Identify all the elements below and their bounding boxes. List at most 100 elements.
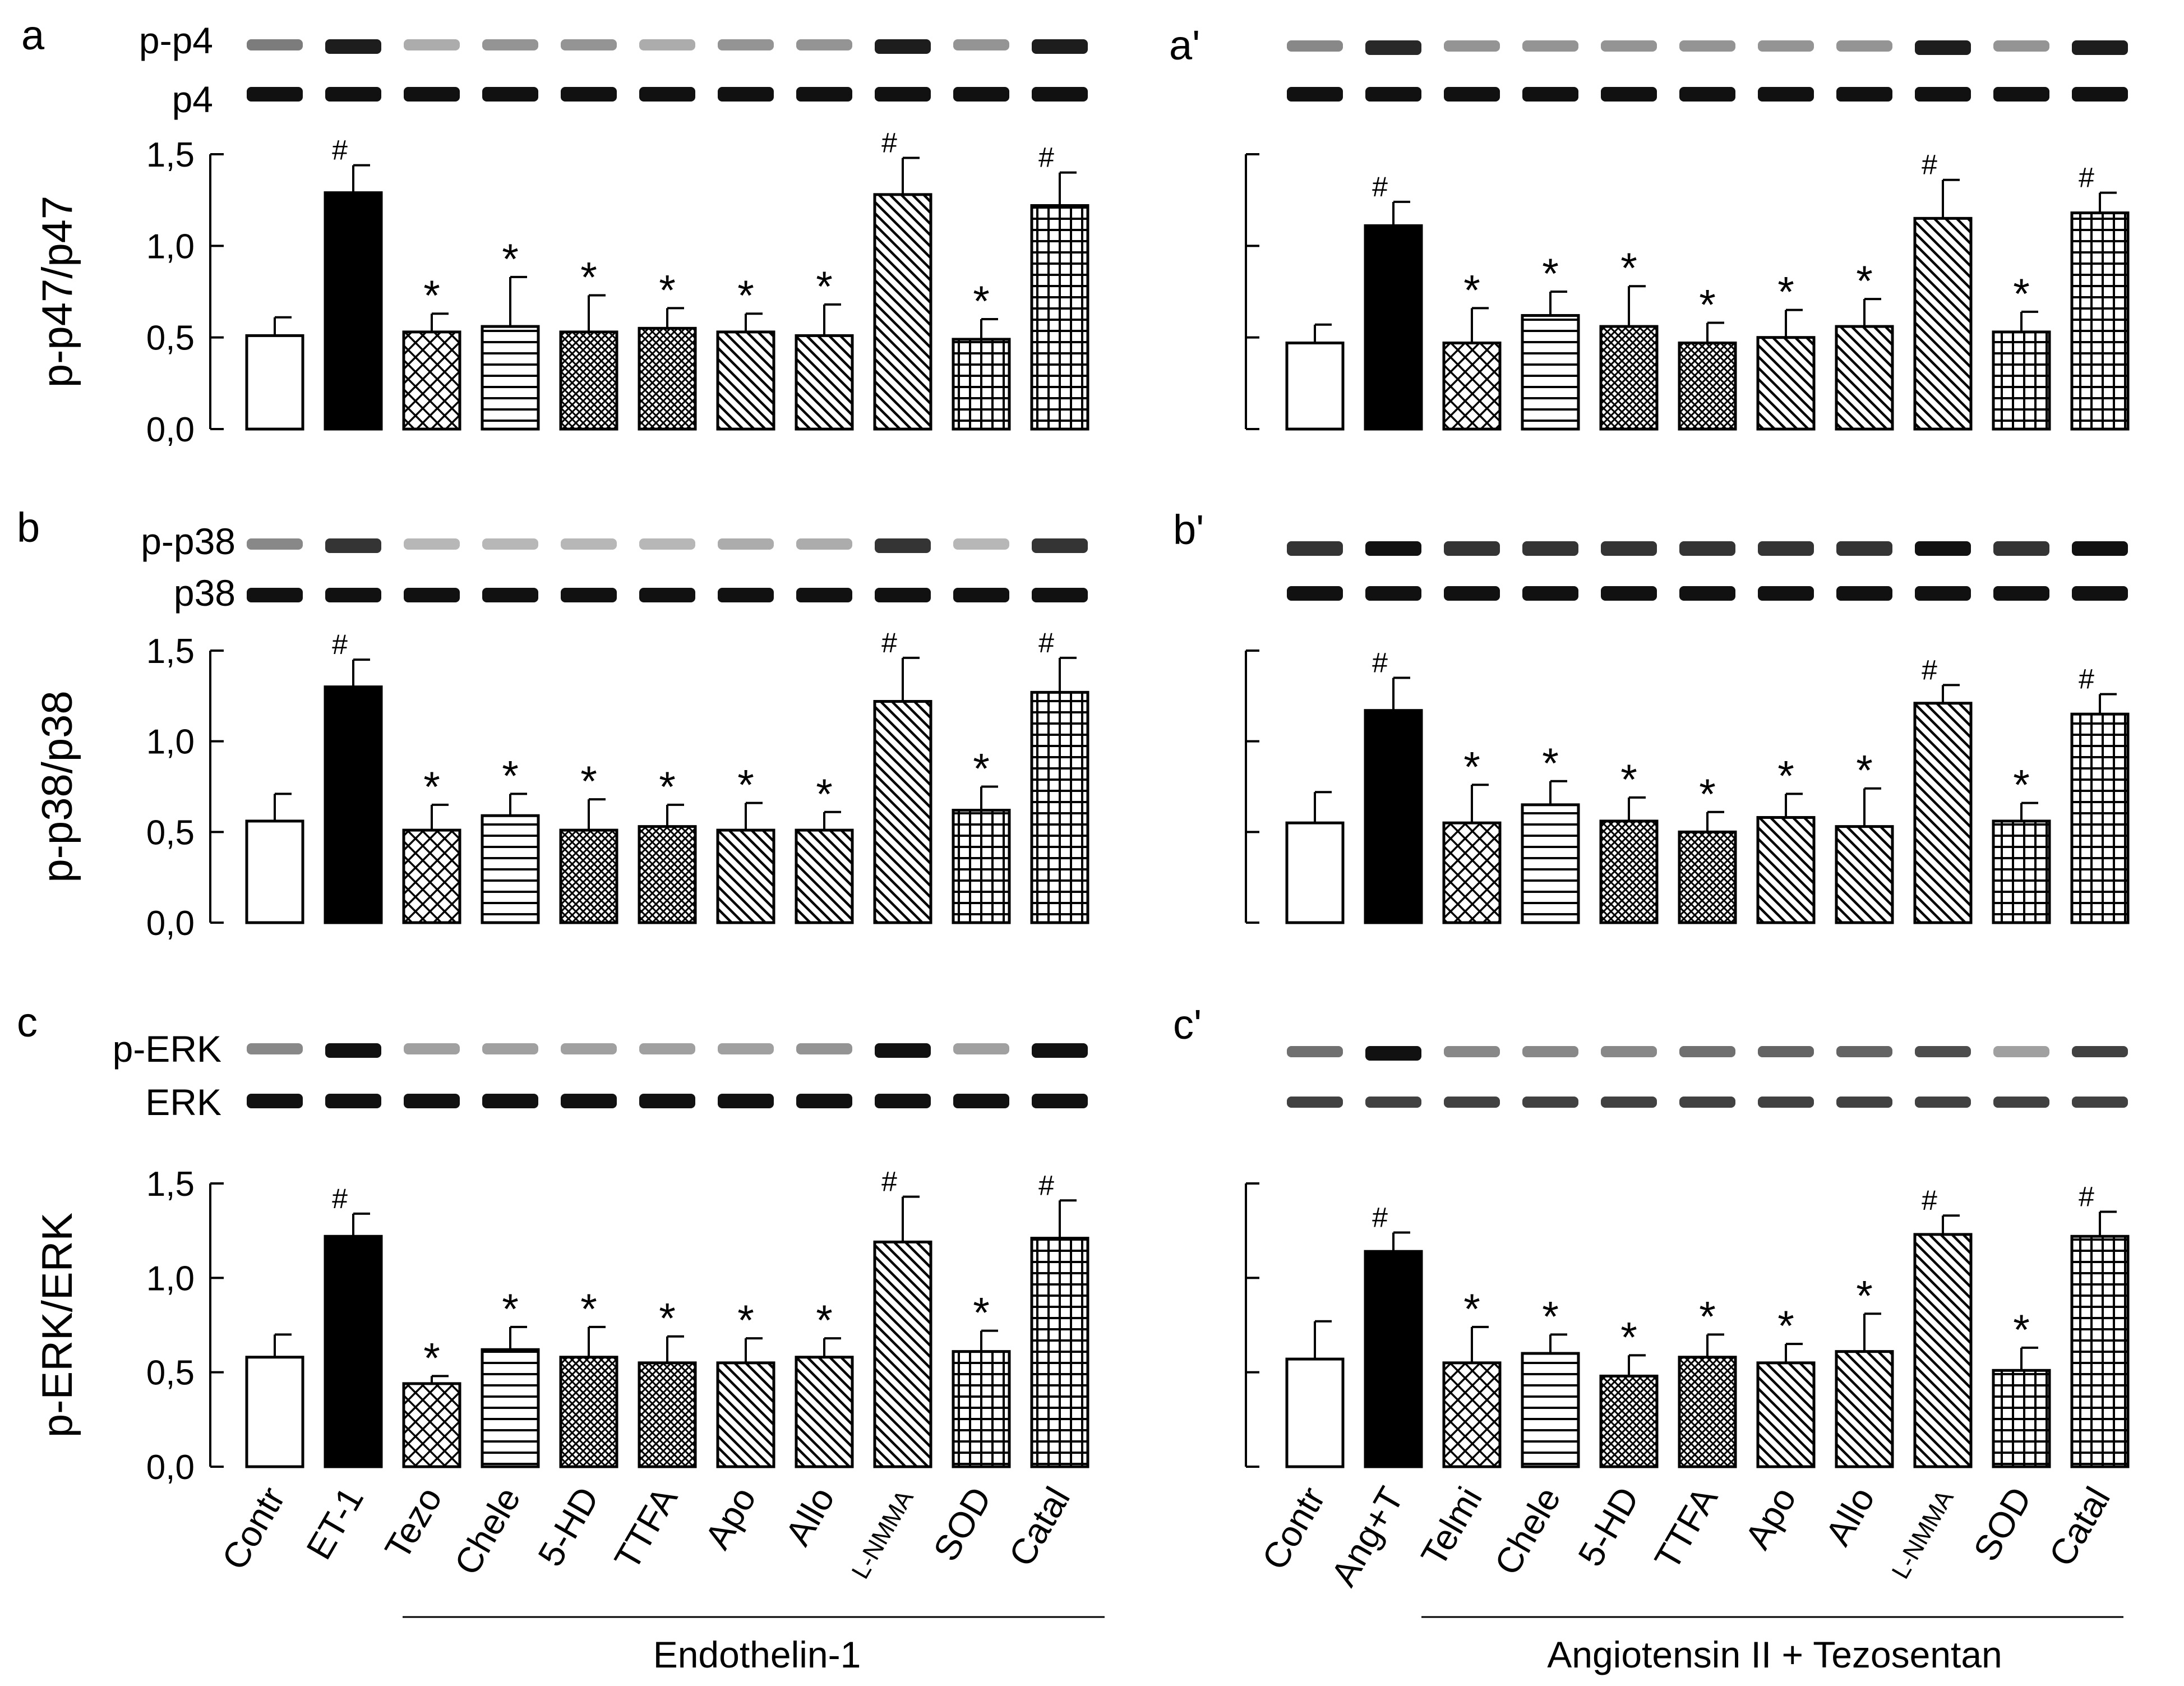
blot-label-total: p38	[174, 572, 236, 614]
blot-band	[1522, 40, 1578, 52]
bar	[1442, 341, 1502, 431]
x-tick-label: TTFA	[1647, 1480, 1726, 1577]
significance-star: *	[1856, 257, 1873, 305]
blot-band	[482, 538, 538, 550]
y-tick-label: 1,0	[146, 227, 195, 266]
blot-band	[1758, 40, 1814, 52]
bar	[481, 325, 540, 431]
blot-band	[1365, 1097, 1421, 1108]
blot-band	[1287, 87, 1343, 102]
y-axis-label: p-p38/p38	[34, 690, 81, 882]
panel-label-c-prime: c'	[1173, 1001, 1202, 1048]
significance-star: *	[2013, 1306, 2030, 1354]
blot-band	[1287, 1046, 1343, 1057]
bar	[1364, 1250, 1423, 1468]
significance-star: *	[1463, 1286, 1480, 1333]
bar	[324, 1234, 383, 1468]
significance-star: *	[973, 745, 990, 793]
significance-hash: #	[332, 1183, 348, 1214]
blot-band	[1032, 1043, 1088, 1058]
significance-hash: #	[1922, 1185, 1937, 1216]
blot-band	[325, 87, 381, 102]
blot-band	[1679, 1097, 1735, 1108]
significance-hash: #	[2079, 1181, 2094, 1213]
bar	[324, 685, 383, 924]
blot-band	[953, 588, 1009, 602]
panel-c: p-ERK ERK 0,0 0,5 1,0 1,5 p-ERK/ERK # * * * * * * # * #	[34, 1028, 1089, 1487]
blot-band	[247, 538, 303, 550]
bar	[1442, 1361, 1502, 1468]
significance-star: *	[659, 1295, 676, 1343]
significance-hash: #	[1038, 627, 1054, 658]
blot-band	[1679, 1046, 1735, 1057]
bar	[481, 814, 540, 924]
blot-label-phospho: p-p4	[139, 20, 213, 61]
blot-label-phospho: p-p38	[141, 520, 236, 562]
panel-label-a-prime: a'	[1169, 22, 1200, 68]
x-tick-label: Allo	[777, 1480, 842, 1552]
blot-band	[404, 1043, 460, 1054]
bar	[1030, 1237, 1089, 1468]
y-tick-label: 1,0	[146, 723, 195, 762]
blot-band	[796, 1094, 852, 1108]
blot-band	[1758, 1046, 1814, 1057]
blot-band	[561, 1094, 617, 1108]
group-label-right: Angiotensin II + Tezosentan	[1547, 1634, 2002, 1675]
bar	[245, 819, 304, 924]
significance-hash: #	[332, 135, 348, 166]
panel-a: p-p4 p4 0,0 0,5 1,0 1,5 p-p47/p47 # * * * * * * # * #	[34, 20, 1089, 449]
bar	[1992, 1369, 2051, 1468]
significance-star: *	[1856, 747, 1873, 795]
significance-star: *	[1699, 1293, 1716, 1340]
blot-band	[1522, 1097, 1578, 1108]
significance-star: *	[816, 263, 833, 311]
blot-band	[1444, 87, 1500, 102]
blot-band	[1365, 586, 1421, 601]
significance-star: *	[1777, 1302, 1794, 1350]
blot-band	[1032, 39, 1088, 54]
bar	[559, 330, 618, 431]
significance-hash: #	[1372, 1202, 1388, 1233]
significance-star: *	[737, 1297, 754, 1344]
blot-band	[247, 588, 303, 602]
bar	[795, 1356, 854, 1468]
bar	[1521, 314, 1580, 431]
blot-band	[1032, 538, 1088, 553]
y-axis-label: p-p47/p47	[34, 196, 81, 388]
blot-band	[2072, 586, 2128, 601]
blot-band	[1758, 87, 1814, 102]
bar	[1285, 341, 1345, 431]
bar	[1599, 325, 1659, 431]
blot-label-total: p4	[172, 79, 213, 120]
blot-band	[1601, 87, 1657, 102]
significance-hash: #	[1922, 149, 1937, 181]
bar	[1756, 816, 1816, 924]
significance-star: *	[816, 1297, 833, 1344]
significance-hash: #	[1372, 171, 1388, 202]
bar	[1599, 819, 1659, 924]
significance-hash: #	[1372, 647, 1388, 679]
western-blot-b	[247, 538, 1088, 602]
blot-band	[325, 39, 381, 54]
blot-band	[1365, 40, 1421, 55]
blot-band	[1601, 40, 1657, 52]
bar	[638, 326, 697, 431]
significance-star: *	[1777, 269, 1794, 316]
significance-hash: #	[2079, 162, 2094, 194]
bar	[1756, 336, 1816, 431]
y-tick-label: 0,0	[146, 904, 195, 943]
x-tick-label: SOD	[1965, 1480, 2039, 1568]
significance-star: *	[1620, 245, 1637, 292]
blot-band	[482, 588, 538, 602]
bar	[245, 334, 304, 431]
blot-band	[953, 538, 1009, 550]
blot-band	[1522, 541, 1578, 556]
blot-band	[247, 39, 303, 50]
blot-band	[1287, 541, 1343, 556]
blot-band	[718, 39, 774, 50]
blot-band	[404, 538, 460, 550]
significance-hash: #	[332, 629, 348, 660]
bar	[1030, 690, 1089, 924]
